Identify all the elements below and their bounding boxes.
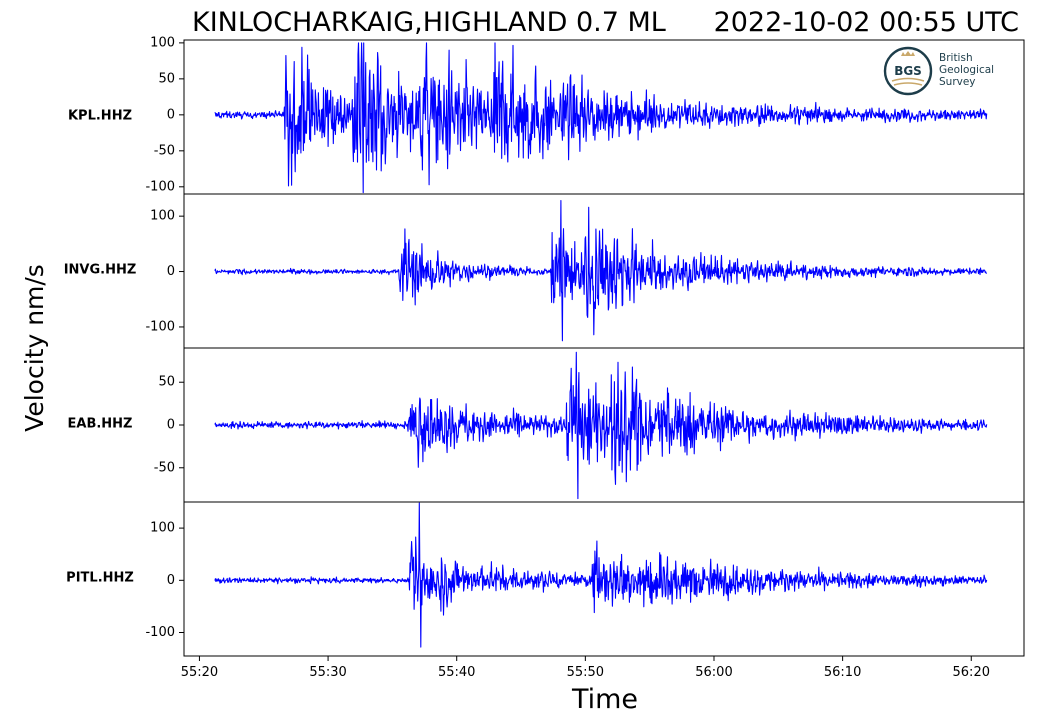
- x-tick-label: 55:20: [181, 665, 218, 680]
- crown-icon: [901, 51, 915, 56]
- station-label: PITL.HHZ: [66, 571, 134, 586]
- panels-group: KPL.HHZ 100 50 0 -50 -100 INVG.HHZ 100 0 -100 EAB.…: [64, 35, 1025, 657]
- y-tick-label: 50: [158, 375, 175, 390]
- y-tick-label: 0: [167, 107, 175, 122]
- y-tick-label: -50: [154, 143, 175, 158]
- trace-pitl-hhz: [214, 502, 988, 648]
- station-label: EAB.HHZ: [68, 417, 133, 432]
- y-tick-label: 0: [167, 264, 175, 279]
- y-tick-label: 100: [150, 209, 175, 224]
- x-tick-label: 55:40: [438, 665, 475, 680]
- y-tick-label: 50: [158, 71, 175, 86]
- logo-line-2: Geological: [939, 64, 994, 76]
- panel-frame: [183, 501, 1025, 657]
- x-tick-label: 56:10: [824, 665, 861, 680]
- y-tick-label: 100: [150, 35, 175, 50]
- chart-title-left: KINLOCHARKAIG,HIGHLAND 0.7 ML: [192, 7, 666, 38]
- x-axis: 55:20 55:30 55:40 55:50 56:00 56:10 56:20: [181, 656, 990, 680]
- station-label: KPL.HHZ: [68, 109, 132, 124]
- y-tick-label: -100: [145, 625, 175, 640]
- y-tick-label: -100: [145, 179, 175, 194]
- logo-abbr: BGS: [894, 64, 922, 78]
- station-label: INVG.HHZ: [64, 263, 137, 278]
- panel-kpl-hhz: KPL.HHZ 100 50 0 -50 -100: [68, 35, 1025, 195]
- y-tick-label: -100: [145, 319, 175, 334]
- trace-kpl-hhz: [214, 42, 988, 194]
- x-tick-label: 55:50: [567, 665, 604, 680]
- x-axis-label: Time: [571, 684, 638, 715]
- y-tick-label: 0: [167, 573, 175, 588]
- logo-plate: [891, 63, 925, 77]
- logo-line-3: Survey: [939, 76, 976, 88]
- panel-invg-hhz: INVG.HHZ 100 0 -100: [64, 193, 1025, 349]
- x-tick-label: 55:30: [309, 665, 346, 680]
- y-tick-label: -50: [154, 460, 175, 475]
- chart-title-right: 2022-10-02 00:55 UTC: [714, 7, 1019, 38]
- x-tick-label: 56:00: [695, 665, 732, 680]
- trace-eab-hhz: [214, 351, 988, 500]
- trace-invg-hhz: [214, 200, 987, 342]
- y-tick-label: 0: [167, 418, 175, 433]
- x-tick-label: 56:20: [953, 665, 990, 680]
- panel-eab-hhz: EAB.HHZ 50 0 -50: [68, 347, 1025, 503]
- logo-line-1: British: [939, 52, 973, 64]
- bgs-logo: BGS British Geological Survey: [883, 46, 994, 96]
- panel-pitl-hhz: PITL.HHZ 100 0 -100: [66, 501, 1025, 657]
- y-tick-label: 100: [150, 521, 175, 536]
- y-axis-label: Velocity nm/s: [20, 264, 49, 432]
- strata-icon: [891, 77, 925, 86]
